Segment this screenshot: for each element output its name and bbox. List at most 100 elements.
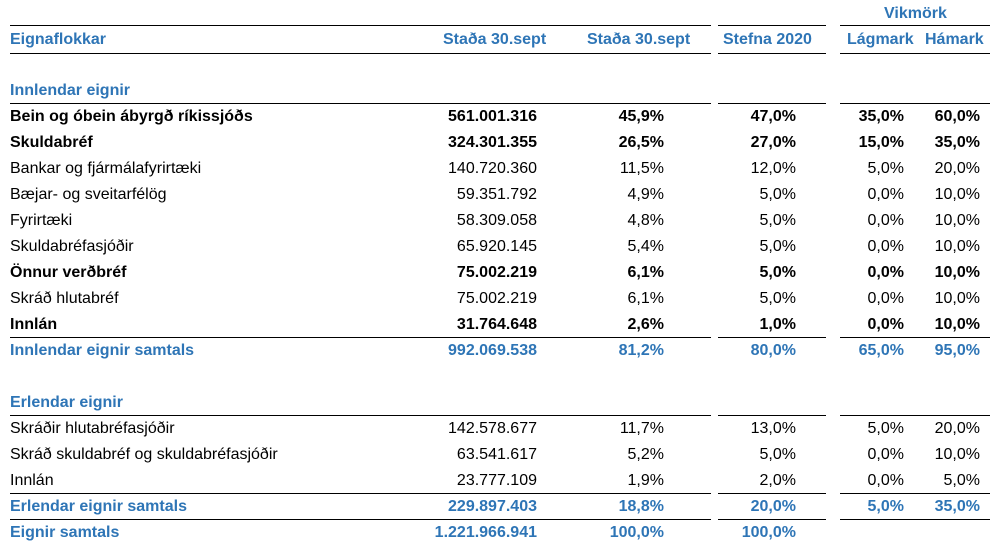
row-stefna: 27,0% — [750, 134, 796, 151]
subtotal-line — [718, 337, 826, 338]
row-hamark: 10,0% — [934, 316, 980, 333]
row-amount: 31.764.648 — [456, 316, 537, 333]
row-lagmark: 0,0% — [867, 212, 904, 229]
row-label: Fyrirtæki — [10, 212, 73, 229]
header-lagmark: Lágmark — [847, 31, 914, 48]
row-amount: 23.777.109 — [456, 472, 537, 489]
row-hamark: 95,0% — [934, 342, 980, 359]
subtotal-line — [718, 493, 826, 494]
row-label: Skráðir hlutabréfasjóðir — [10, 420, 175, 437]
row-lagmark: 0,0% — [867, 186, 904, 203]
row-lagmark: 0,0% — [867, 238, 904, 255]
header-row: Eignaflokkar Staða 30.sept Staða 30.sept… — [0, 27, 996, 53]
row-stefna: 2,0% — [759, 472, 796, 489]
row-hamark: 35,0% — [934, 134, 980, 151]
row-pct: 100,0% — [609, 524, 664, 541]
row-pct: 6,1% — [627, 264, 664, 281]
row-label: Skuldabréfasjóðir — [10, 238, 134, 255]
row-label: Erlendar eignir samtals — [10, 498, 187, 515]
row-lagmark: 0,0% — [867, 472, 904, 489]
grand-total-row: Eignir samtals 1.221.966.941 100,0% 100,… — [0, 520, 996, 546]
header-stada-amount: Staða 30.sept — [443, 31, 547, 48]
table-row: Innlán 31.764.648 2,6% 1,0% 0,0% 10,0% — [0, 312, 996, 338]
row-pct: 11,7% — [619, 420, 664, 437]
row-label: Skráð skuldabréf og skuldabréfasjóðir — [10, 446, 278, 463]
header-bottom-line — [718, 53, 826, 54]
row-lagmark: 0,0% — [867, 264, 904, 281]
row-amount: 229.897.403 — [448, 498, 537, 515]
row-amount: 992.069.538 — [448, 342, 537, 359]
row-stefna: 1,0% — [759, 316, 796, 333]
row-hamark: 10,0% — [934, 212, 980, 229]
table-row: Skuldabréfasjóðir 65.920.145 5,4% 5,0% 0… — [0, 234, 996, 260]
row-pct: 4,9% — [627, 186, 664, 203]
row-stefna: 5,0% — [759, 290, 796, 307]
header-top-line — [718, 25, 826, 26]
group-header-row: Vikmörk — [0, 1, 996, 27]
row-stefna: 100,0% — [741, 524, 796, 541]
table-row: Skráð hlutabréf 75.002.219 6,1% 5,0% 0,0… — [0, 286, 996, 312]
section-line — [10, 103, 711, 104]
row-pct: 4,8% — [627, 212, 664, 229]
row-hamark: 20,0% — [934, 420, 980, 437]
vikmork-header: Vikmörk — [884, 5, 947, 22]
section-title-erlendar: Erlendar eignir — [10, 394, 123, 411]
table-row: Skráð skuldabréf og skuldabréfasjóðir 63… — [0, 442, 996, 468]
table-row: Skuldabréf 324.301.355 26,5% 27,0% 15,0%… — [0, 130, 996, 156]
row-amount: 142.578.677 — [448, 420, 537, 437]
row-hamark: 10,0% — [934, 290, 980, 307]
row-label: Bæjar- og sveitarfélög — [10, 186, 167, 203]
row-lagmark: 5,0% — [867, 498, 904, 515]
section-line — [840, 103, 990, 104]
section-title-row: Innlendar eignir — [0, 78, 996, 104]
total-line — [10, 519, 711, 520]
row-hamark: 60,0% — [934, 108, 980, 125]
row-amount: 140.720.360 — [448, 160, 537, 177]
row-lagmark: 15,0% — [858, 134, 904, 151]
table-row: Bein og óbein ábyrgð ríkissjóðs 561.001.… — [0, 104, 996, 130]
row-hamark: 20,0% — [934, 160, 980, 177]
row-amount: 58.309.058 — [456, 212, 537, 229]
section-line — [10, 415, 711, 416]
subtotal-line — [10, 337, 711, 338]
table-row: Fyrirtæki 58.309.058 4,8% 5,0% 0,0% 10,0… — [0, 208, 996, 234]
row-pct: 11,5% — [619, 160, 664, 177]
subtotal-row: Erlendar eignir samtals 229.897.403 18,8… — [0, 494, 996, 520]
row-label: Önnur verðbréf — [10, 264, 127, 281]
table-row: Bankar og fjármálafyrirtæki 140.720.360 … — [0, 156, 996, 182]
row-lagmark: 35,0% — [858, 108, 904, 125]
row-label: Eignir samtals — [10, 524, 120, 541]
subtotal-row: Innlendar eignir samtals 992.069.538 81,… — [0, 338, 996, 364]
row-pct: 81,2% — [618, 342, 664, 359]
row-amount: 59.351.792 — [456, 186, 537, 203]
row-stefna: 5,0% — [759, 264, 796, 281]
row-stefna: 13,0% — [750, 420, 796, 437]
row-amount: 75.002.219 — [456, 290, 537, 307]
table-row: Bæjar- og sveitarfélög 59.351.792 4,9% 5… — [0, 182, 996, 208]
row-hamark: 35,0% — [934, 498, 980, 515]
row-label: Skuldabréf — [10, 134, 93, 151]
row-pct: 2,6% — [627, 316, 664, 333]
row-hamark: 10,0% — [934, 264, 980, 281]
section-line — [718, 415, 826, 416]
table-row: Önnur verðbréf 75.002.219 6,1% 5,0% 0,0%… — [0, 260, 996, 286]
header-top-line — [10, 25, 711, 26]
header-stada-pct: Staða 30.sept — [587, 31, 691, 48]
header-bottom-line — [10, 53, 711, 54]
row-lagmark: 65,0% — [858, 342, 904, 359]
section-title-row: Erlendar eignir — [0, 390, 996, 416]
row-hamark: 5,0% — [943, 472, 980, 489]
subtotal-line — [10, 493, 711, 494]
header-top-line — [840, 25, 990, 26]
row-pct: 45,9% — [618, 108, 664, 125]
subtotal-line — [840, 337, 990, 338]
row-stefna: 5,0% — [759, 238, 796, 255]
row-pct: 18,8% — [618, 498, 664, 515]
table-row: Skráðir hlutabréfasjóðir 142.578.677 11,… — [0, 416, 996, 442]
row-lagmark: 0,0% — [867, 316, 904, 333]
section-title-innlendar: Innlendar eignir — [10, 82, 131, 99]
row-lagmark: 0,0% — [867, 446, 904, 463]
row-stefna: 20,0% — [750, 498, 796, 515]
row-amount: 63.541.617 — [456, 446, 537, 463]
row-amount: 1.221.966.941 — [434, 524, 537, 541]
